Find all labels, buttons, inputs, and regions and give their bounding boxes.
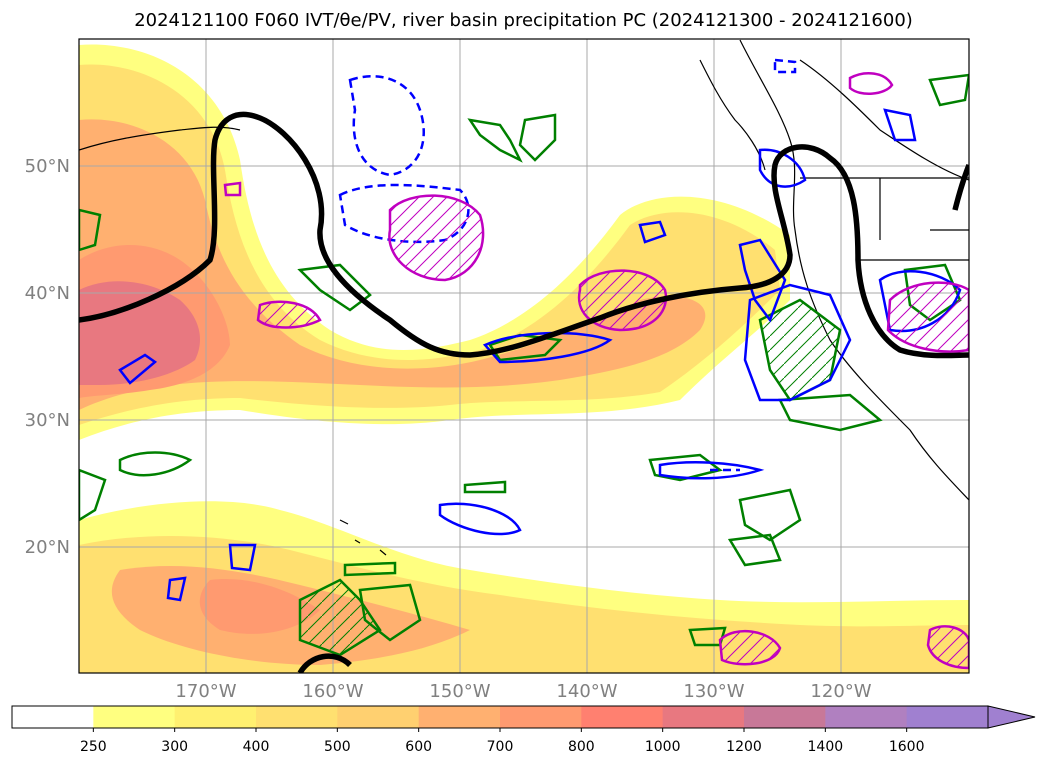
latitude-labels: 50°N 40°N 30°N 20°N [25,156,70,558]
colorbar-cell [174,706,257,728]
colorbar-tick-label: 1000 [645,739,681,755]
map-panel [79,39,969,673]
coastlines [79,39,969,556]
colorbar-tick-label: 250 [80,739,107,755]
lon-label-120w: 120°W [810,681,871,702]
colorbar-cell [500,706,582,728]
colorbar-cell [256,706,338,728]
colorbar-tick-label: 1400 [808,739,844,755]
colorbar-cell [744,706,826,728]
lat-label-20n: 20°N [25,537,70,558]
lat-label-30n: 30°N [25,410,70,431]
colorbar-labels: 250 300 400 500 600 700 800 1000 1200 1400 1600 [80,728,925,755]
colorbar-cell [337,706,420,728]
colorbar-tick-label: 500 [324,739,351,755]
lon-label-130w: 130°W [683,681,744,702]
colorbar-cells [12,706,989,728]
green-contours [79,73,969,657]
colorbar-cell [662,706,745,728]
colorbar-cell [906,706,989,728]
colorbar-cell [825,706,908,728]
pv-contour [79,111,969,673]
colorbar-tick-label: 600 [405,739,432,755]
colorbar-extend-arrow [987,705,1036,729]
lon-label-160w: 160°W [302,681,363,702]
colorbar-tick-label: 400 [243,739,270,755]
colorbar-tick-label: 700 [487,739,514,755]
ivt-band-north-3 [79,119,706,410]
colorbar-cell [418,706,501,728]
colorbar-tick-label: 1600 [889,739,925,755]
ivt-shading [79,44,790,441]
colorbar-tick-label: 1200 [726,739,762,755]
colorbar: 250 300 400 500 600 700 800 1000 1200 1400 1600 [11,705,1036,755]
ivt-core-north-inner [79,281,200,385]
colorbar-tick-label: 800 [568,739,595,755]
map-title: 2024121100 F060 IVT/θe/PV, river basin p… [134,10,913,31]
blue-contours [118,58,962,602]
lon-label-150w: 150°W [429,681,490,702]
lat-label-50n: 50°N [25,156,70,177]
lon-label-140w: 140°W [556,681,617,702]
map-frame [78,38,970,674]
colorbar-cell [581,706,664,728]
lat-label-40n: 40°N [25,283,70,304]
colorbar-cell [12,706,94,728]
longitude-labels: 170°W 160°W 150°W 140°W 130°W 120°W [175,681,871,702]
colorbar-tick-label: 300 [161,739,188,755]
colorbar-cell [93,706,176,728]
lon-label-170w: 170°W [175,681,236,702]
